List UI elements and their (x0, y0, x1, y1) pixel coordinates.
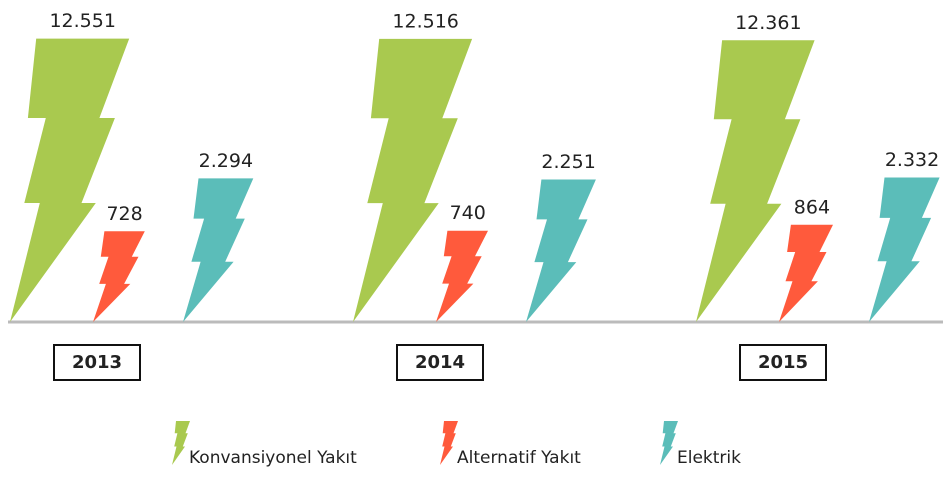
bar (183, 178, 254, 322)
value-label: 2.294 (199, 150, 253, 172)
value-label: 12.361 (735, 12, 801, 34)
legend-label: Elektrik (677, 448, 741, 468)
legend-label: Konvansiyonel Yakıt (189, 448, 357, 468)
bar (353, 38, 473, 323)
x-tick-label: 2015 (758, 352, 808, 373)
x-tick-label: 2013 (72, 352, 122, 373)
value-label: 2.332 (885, 149, 939, 171)
bar (93, 231, 145, 322)
bar (696, 40, 815, 323)
bar (779, 224, 833, 322)
bar (869, 177, 940, 322)
year-box (53, 344, 141, 381)
value-label: 728 (106, 203, 142, 225)
value-label: 2.251 (541, 151, 595, 173)
legend-icon (440, 421, 458, 465)
value-label: 740 (450, 202, 486, 224)
x-tick-label: 2014 (415, 352, 465, 373)
value-label: 12.551 (49, 10, 115, 32)
bar (436, 230, 488, 322)
legend-label: Alternatif Yakıt (457, 448, 581, 468)
value-label: 864 (794, 196, 830, 218)
year-box (396, 344, 484, 381)
bar (10, 38, 130, 322)
year-box (739, 344, 827, 381)
legend-icon (172, 421, 190, 465)
bar (526, 179, 596, 322)
legend-icon (660, 421, 678, 465)
value-label: 12.516 (392, 10, 458, 32)
